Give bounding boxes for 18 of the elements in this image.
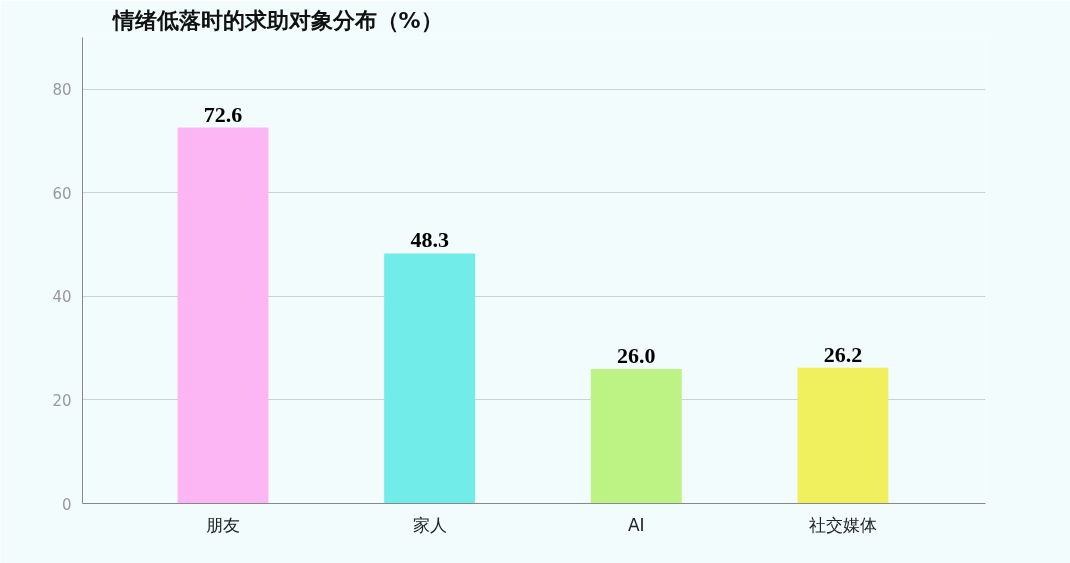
bar	[177, 127, 269, 504]
x-tick-label: 家人	[412, 514, 447, 535]
x-tick-label: AI	[627, 514, 645, 535]
y-tick-label: 20	[52, 391, 72, 410]
bar	[384, 253, 476, 504]
y-tick-label: 80	[52, 81, 72, 100]
chart-title: 情绪低落时的求助对象分布（%）	[110, 7, 443, 33]
data-label: 72.6	[203, 101, 243, 127]
bar	[590, 368, 682, 504]
y-tick-label: 0	[61, 495, 72, 514]
data-label: 48.3	[410, 227, 449, 253]
x-tick-label: 朋友	[206, 514, 241, 535]
data-label: 26.2	[823, 341, 863, 367]
data-label: 26.0	[617, 342, 656, 368]
y-tick-label: 40	[52, 288, 72, 307]
y-tick-label: 60	[52, 184, 72, 203]
x-tick-label: 社交媒体	[808, 514, 877, 535]
bar	[797, 367, 889, 504]
